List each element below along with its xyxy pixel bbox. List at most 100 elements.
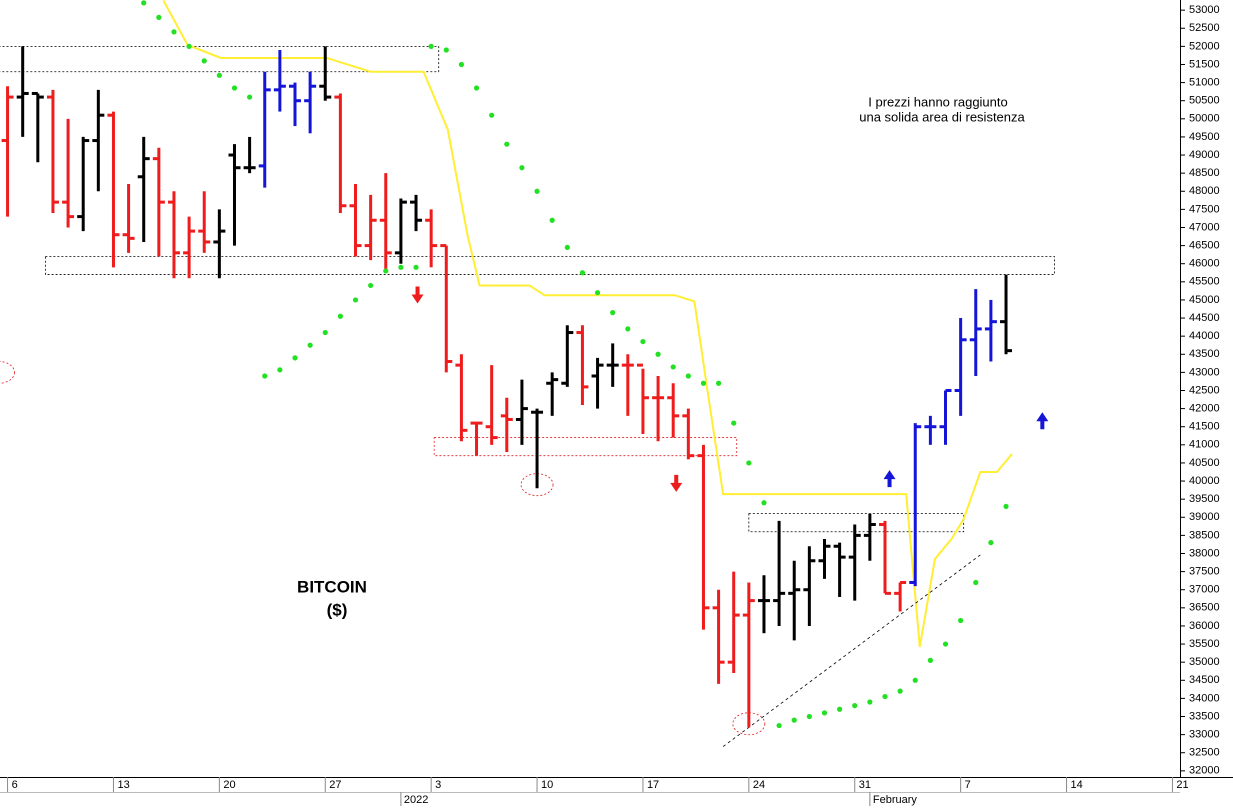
signal-arrow [670, 474, 683, 492]
sar-dot [791, 717, 797, 723]
sar-dot [277, 367, 283, 373]
y-tick-label: 50000 [1189, 113, 1220, 125]
sar-dot [322, 329, 328, 336]
sar-dot [897, 688, 903, 694]
y-tick-label: 46500 [1189, 240, 1220, 252]
y-tick-label: 34000 [1189, 692, 1220, 704]
sar-dot [958, 617, 964, 624]
x-tick-label: 27 [329, 779, 341, 791]
y-tick-label: 35000 [1189, 656, 1220, 668]
y-tick-label: 32500 [1189, 747, 1220, 759]
sar-dot [428, 43, 434, 49]
signal-arrow [411, 286, 424, 304]
y-tick-label: 45500 [1189, 276, 1220, 288]
y-tick-label: 35500 [1189, 638, 1220, 650]
period-label: 2022 [404, 794, 428, 806]
sar-dot [337, 313, 343, 319]
sar-dot [231, 85, 238, 91]
annotation: I prezzi hanno raggiunto [868, 94, 1007, 109]
sar-dot [534, 188, 540, 194]
y-tick-label: 44500 [1189, 312, 1220, 324]
sar-dot [398, 264, 404, 270]
sar-dot [201, 58, 207, 64]
sar-dot [141, 0, 147, 6]
y-tick-label: 53000 [1189, 4, 1220, 16]
sar-dot [746, 460, 752, 466]
y-tick-label: 49500 [1189, 131, 1220, 143]
sar-dot [927, 657, 933, 663]
x-tick-label: 31 [859, 779, 871, 791]
sar-dot [610, 310, 616, 316]
sar-dot [458, 61, 465, 68]
y-tick-label: 48000 [1189, 185, 1220, 197]
sar-dot [806, 713, 812, 720]
sar-dot [715, 380, 722, 386]
y-tick-label: 34500 [1189, 674, 1220, 686]
sar-dot [156, 14, 162, 20]
sar-dot [368, 282, 374, 289]
y-tick-label: 41000 [1189, 439, 1220, 451]
y-tick-label: 49000 [1189, 149, 1220, 161]
signal-arrow [883, 470, 896, 488]
sar-dot [443, 47, 449, 53]
y-tick-label: 51000 [1189, 76, 1220, 88]
sar-dot [564, 244, 570, 251]
sar-dot [247, 94, 253, 100]
sar-dot [821, 710, 828, 716]
y-tick-label: 40000 [1189, 475, 1220, 487]
sar-dot [383, 268, 389, 274]
sar-dot [413, 264, 419, 270]
sar-dot [973, 579, 979, 586]
sar-dot [307, 342, 313, 348]
plot-area [0, 0, 1055, 747]
x-tick-label: 6 [12, 779, 18, 791]
y-tick-label: 50500 [1189, 95, 1220, 107]
sar-dot [489, 112, 495, 118]
y-tick-label: 43000 [1189, 366, 1220, 378]
x-tick-label: 7 [965, 779, 971, 791]
y-tick-label: 32000 [1189, 765, 1220, 777]
sar-dot [171, 29, 177, 35]
y-tick-label: 37000 [1189, 584, 1220, 596]
sar-dot [988, 540, 994, 546]
resistance-zone [748, 513, 965, 533]
sar-dot [761, 500, 767, 506]
y-tick-label: 41500 [1189, 421, 1220, 433]
x-tick-label: 13 [117, 779, 129, 791]
y-tick-label: 33000 [1189, 729, 1220, 741]
signal-arrow [1036, 412, 1049, 430]
sar-dot [867, 699, 873, 705]
sar-dot [519, 165, 525, 171]
sar-dot [670, 364, 676, 370]
sar-dot [942, 641, 949, 647]
chart-subtitle: ($) [327, 600, 348, 619]
y-tick-label: 39000 [1189, 511, 1220, 523]
sar-dot [262, 373, 268, 379]
sar-dot [700, 380, 707, 386]
low-marker [732, 712, 766, 736]
sar-dot [731, 420, 737, 426]
y-tick-label: 38500 [1189, 529, 1220, 541]
sar-dot [912, 677, 918, 683]
sar-dot [640, 338, 646, 345]
y-tick-label: 43500 [1189, 348, 1220, 360]
low-marker [0, 361, 15, 384]
y-tick-label: 39500 [1189, 493, 1220, 505]
sar-dot [685, 373, 691, 379]
chart-title: BITCOIN [297, 577, 367, 596]
sar-dot [292, 355, 298, 361]
x-tick-label: 24 [753, 779, 765, 791]
resistance-zone [0, 45, 440, 73]
sar-dot [504, 141, 510, 147]
sar-dot [549, 217, 555, 223]
sar-dot [216, 72, 222, 78]
sar-dot [352, 297, 359, 303]
low-marker [520, 473, 554, 497]
x-tick-label: 21 [1176, 779, 1188, 791]
x-tick-label: 14 [1071, 779, 1083, 791]
x-tick-label: 20 [223, 779, 235, 791]
trend-line [162, 0, 1013, 648]
y-tick-label: 47500 [1189, 203, 1220, 215]
sar-dot [837, 706, 843, 712]
